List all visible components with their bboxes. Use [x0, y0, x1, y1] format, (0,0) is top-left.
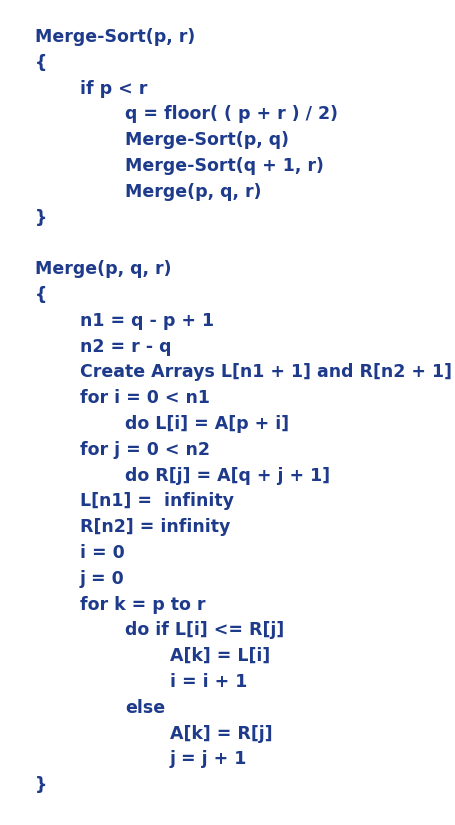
Text: i = i + 1: i = i + 1 — [170, 673, 247, 691]
Text: Merge(p, q, r): Merge(p, q, r) — [35, 260, 171, 278]
Text: for i = 0 < n1: for i = 0 < n1 — [80, 389, 210, 408]
Text: q = floor( ( p + r ) / 2): q = floor( ( p + r ) / 2) — [125, 106, 337, 124]
Text: Merge-Sort(q + 1, r): Merge-Sort(q + 1, r) — [125, 157, 323, 175]
Text: i = 0: i = 0 — [80, 544, 125, 562]
Text: }: } — [35, 209, 47, 227]
Text: R[n2] = infinity: R[n2] = infinity — [80, 518, 230, 536]
Text: {: { — [35, 286, 47, 304]
Text: n2 = r - q: n2 = r - q — [80, 337, 171, 356]
Text: do R[j] = A[q + j + 1]: do R[j] = A[q + j + 1] — [125, 467, 329, 484]
Text: }: } — [35, 776, 47, 794]
Text: if p < r: if p < r — [80, 79, 147, 97]
Text: A[k] = R[j]: A[k] = R[j] — [170, 724, 272, 742]
Text: Merge-Sort(p, q): Merge-Sort(p, q) — [125, 131, 288, 149]
Text: do L[i] = A[p + i]: do L[i] = A[p + i] — [125, 415, 288, 433]
Text: for j = 0 < n2: for j = 0 < n2 — [80, 441, 210, 459]
Text: j = 0: j = 0 — [80, 570, 125, 587]
Text: for k = p to r: for k = p to r — [80, 596, 205, 614]
Text: j = j + 1: j = j + 1 — [170, 751, 247, 768]
Text: Merge(p, q, r): Merge(p, q, r) — [125, 183, 261, 200]
Text: {: { — [35, 54, 47, 72]
Text: n1 = q - p + 1: n1 = q - p + 1 — [80, 312, 214, 330]
Text: else: else — [125, 699, 165, 717]
Text: Merge-Sort(p, r): Merge-Sort(p, r) — [35, 28, 195, 46]
Text: L[n1] =  infinity: L[n1] = infinity — [80, 493, 233, 511]
Text: do if L[i] <= R[j]: do if L[i] <= R[j] — [125, 621, 283, 639]
Text: A[k] = L[i]: A[k] = L[i] — [170, 647, 270, 665]
Text: Create Arrays L[n1 + 1] and R[n2 + 1]: Create Arrays L[n1 + 1] and R[n2 + 1] — [80, 363, 451, 381]
